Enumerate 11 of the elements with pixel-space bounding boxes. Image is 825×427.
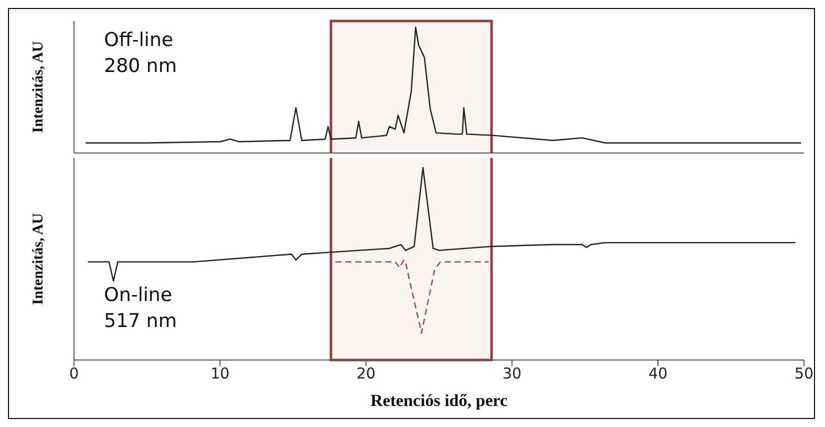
y-axis-title: Intenzitás, AU [30, 213, 46, 305]
x-tick-label: 50 [794, 364, 814, 383]
annotation: Off-line 280 nm [104, 28, 177, 79]
y-axis-title: Intenzitás, AU [30, 41, 46, 133]
x-tick-label: 30 [502, 364, 522, 383]
annotation: On-line 517 nm [104, 283, 177, 334]
x-tick-label: 0 [69, 364, 79, 383]
x-axis-title: Retenciós idő, perc [370, 391, 508, 410]
x-tick-label: 20 [356, 364, 376, 383]
x-tick-label: 40 [648, 364, 668, 383]
x-tick-label: 10 [210, 364, 230, 383]
